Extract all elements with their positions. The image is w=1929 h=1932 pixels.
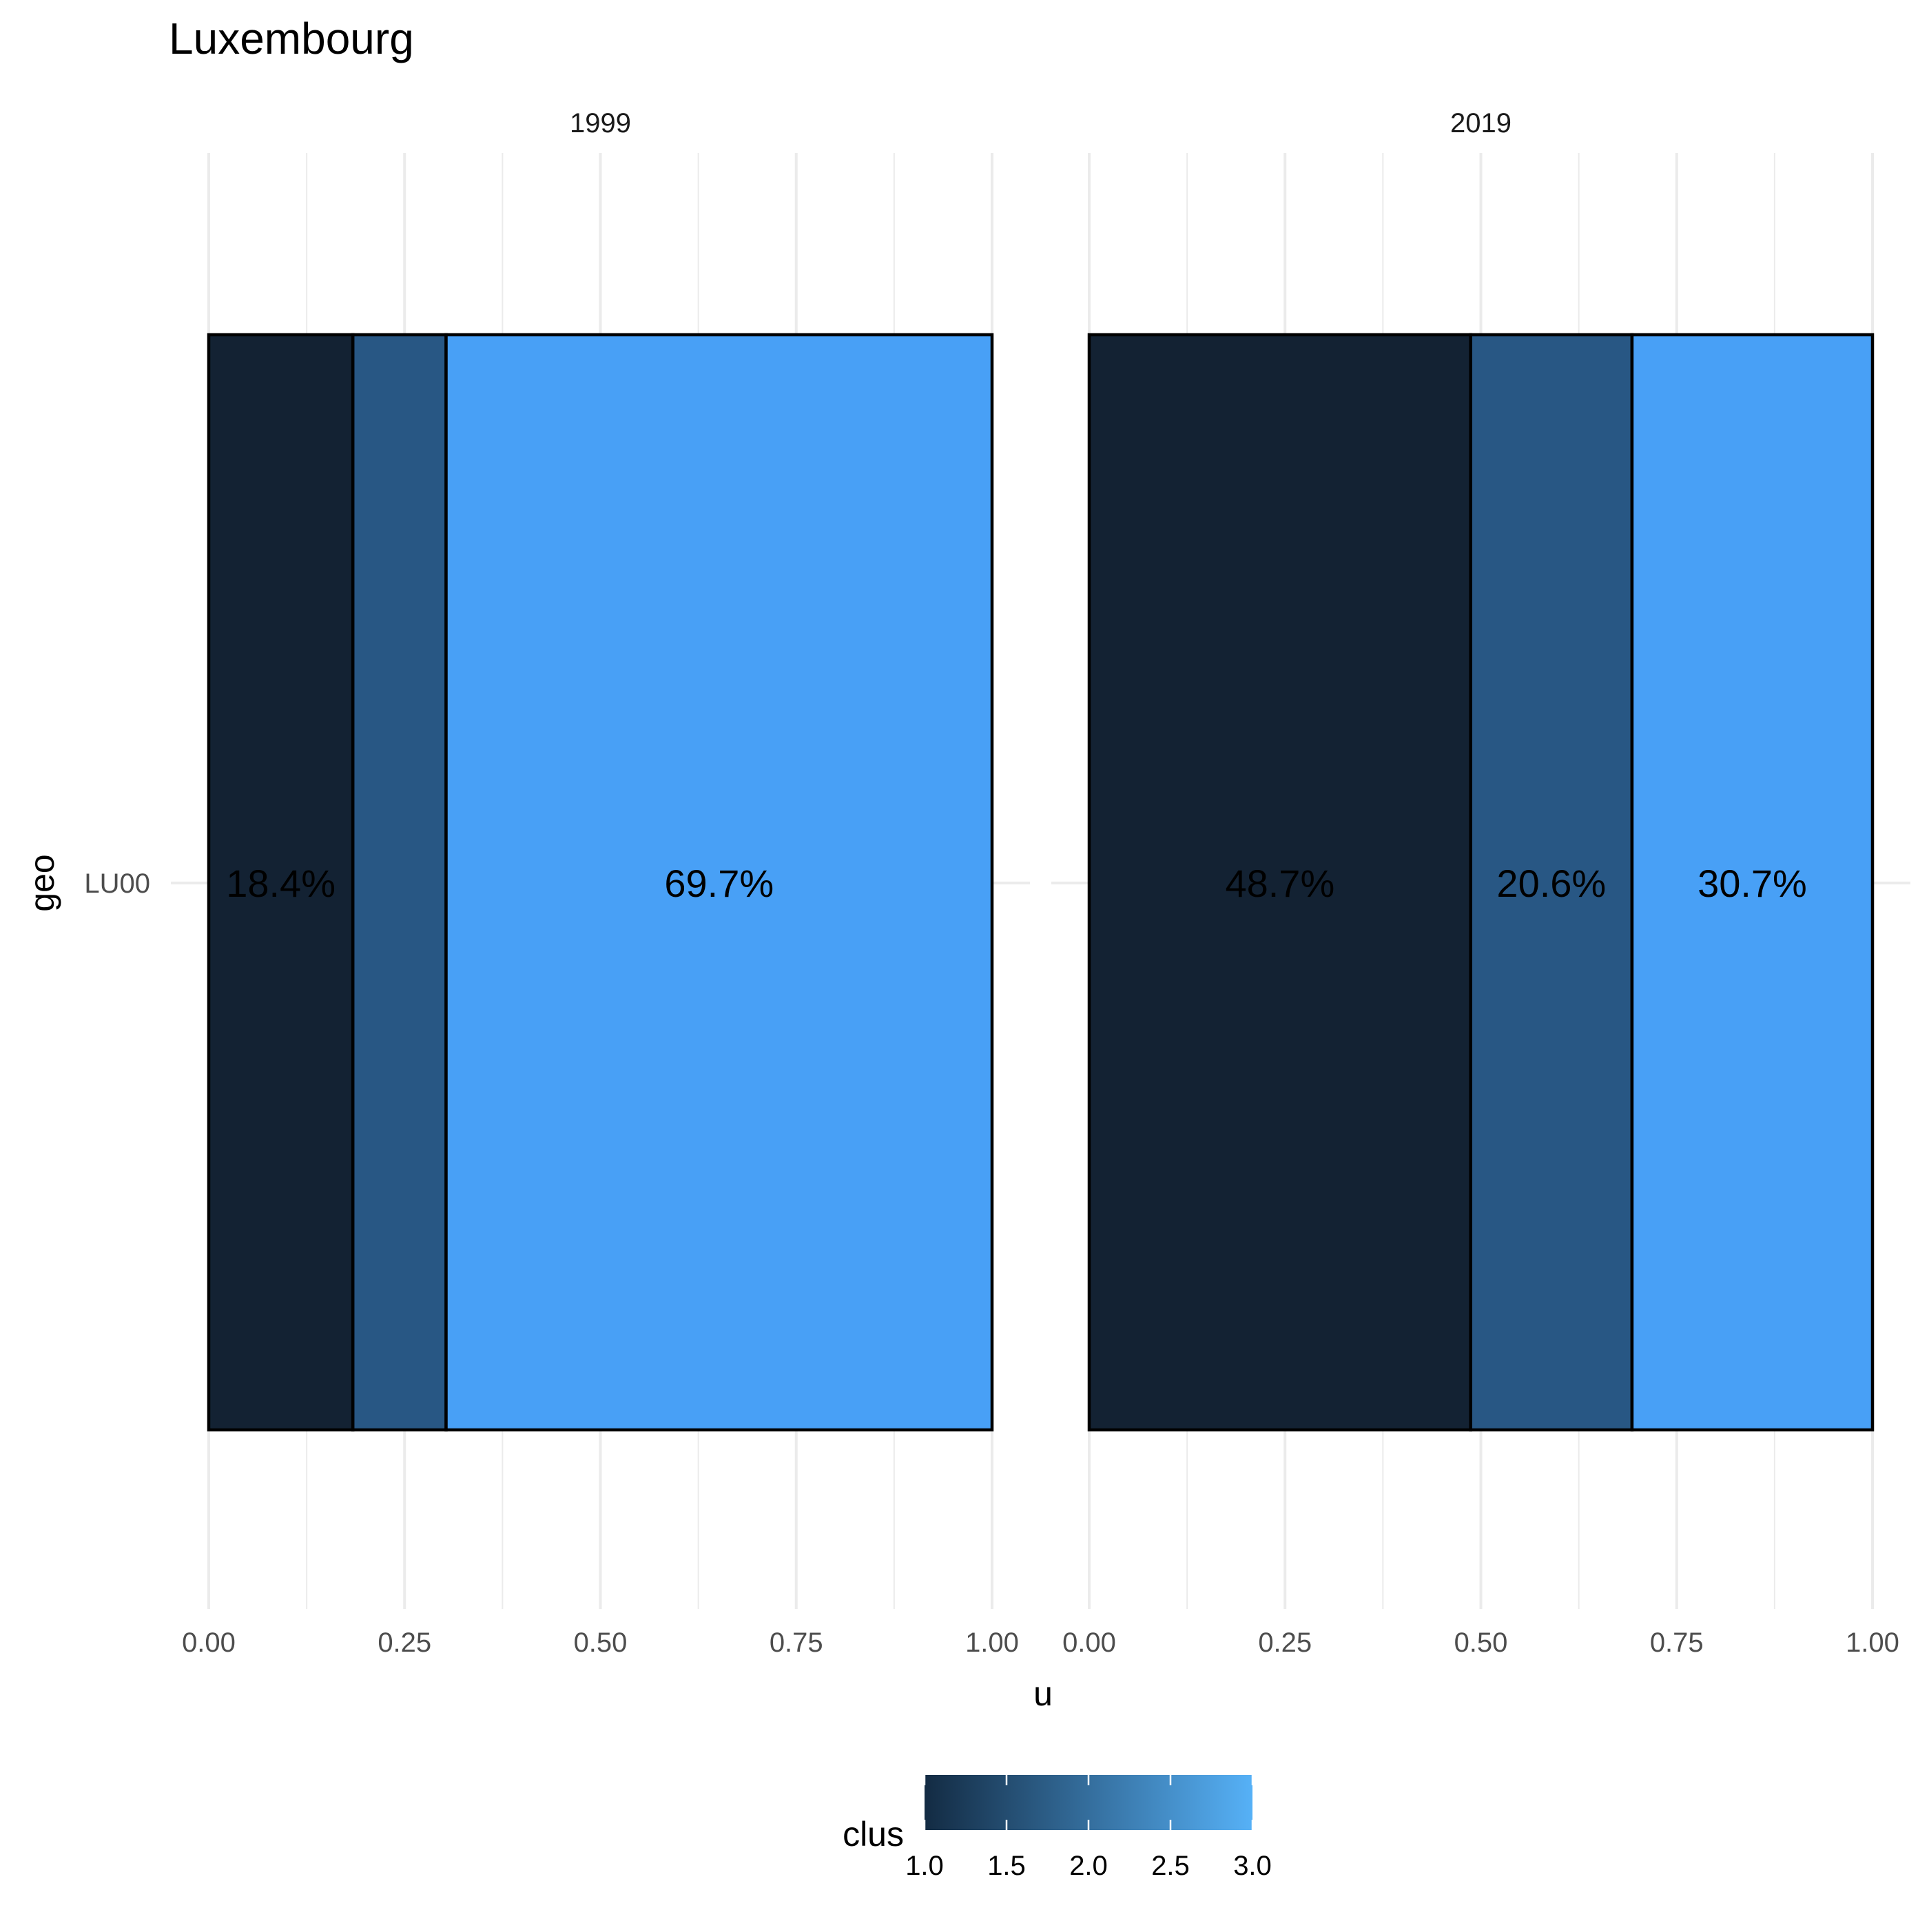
bar-data-label: 30.7% [1698, 862, 1807, 905]
x-tick-label: 0.75 [770, 1628, 823, 1658]
x-tick-label: 0.25 [378, 1628, 431, 1658]
legend-tick-label: 1.0 [905, 1851, 944, 1881]
legend-tick-label: 3.0 [1233, 1851, 1272, 1881]
facet-panel-1999: 1999 18.4% 69.7% 0.00 0.25 0.50 0.75 1.00 [171, 108, 1030, 1658]
y-axis-title: geo [23, 854, 61, 911]
x-tick-label: 0.50 [1454, 1628, 1508, 1658]
bar-data-label: 20.6% [1496, 862, 1606, 905]
y-tick-label: LU00 [84, 869, 150, 899]
legend-tick-label: 2.0 [1069, 1851, 1108, 1881]
x-tick-label: 1.00 [965, 1628, 1019, 1658]
chart-title: Luxembourg [169, 14, 414, 63]
x-tick-label: 0.75 [1650, 1628, 1704, 1658]
bar-segment-clus-3 [1630, 333, 1875, 1432]
x-tick-label: 0.00 [182, 1628, 236, 1658]
bar-segment-clus-3 [444, 333, 994, 1432]
legend-tick-label: 1.5 [987, 1851, 1026, 1881]
legend-tick-label: 2.5 [1151, 1851, 1190, 1881]
bar-segment-clus-1 [1087, 333, 1472, 1432]
facet-strip-label: 1999 [570, 108, 631, 138]
bar-data-label: 69.7% [664, 862, 774, 905]
bar-data-label: 48.7% [1225, 862, 1334, 905]
x-tick-label: 0.00 [1062, 1628, 1116, 1658]
bar-data-label: 18.4% [226, 862, 336, 905]
facet-panel-2019: 2019 48.7% 20.6% 30.7% 0.00 0.25 0.50 0.75 1.00 [1051, 108, 1910, 1658]
x-axis-title: u [1033, 1674, 1053, 1713]
legend-title: clus [843, 1815, 904, 1853]
x-tick-label: 0.50 [574, 1628, 628, 1658]
facet-panels: 1999 18.4% 69.7% 0.00 0.25 0.50 0.75 1.00 2019 48… [84, 108, 1910, 1658]
facet-strip-label: 2019 [1450, 108, 1512, 138]
bar-segment-clus-2 [351, 333, 448, 1432]
x-tick-label: 1.00 [1846, 1628, 1899, 1658]
x-tick-label: 0.25 [1258, 1628, 1312, 1658]
